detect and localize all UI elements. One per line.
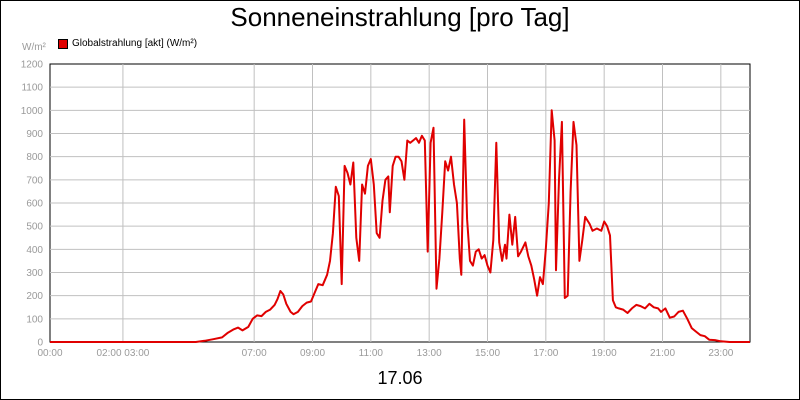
legend: Globalstrahlung [akt] (W/m²) xyxy=(58,38,197,49)
x-axis-label: 17.06 xyxy=(377,368,423,388)
y-tick-label: 0 xyxy=(37,338,43,349)
y-tick-label: 600 xyxy=(26,199,43,210)
x-tick-label: 07:00 xyxy=(242,348,267,359)
x-tick-label: 11:00 xyxy=(359,348,384,359)
x-tick-label: 13:00 xyxy=(417,348,442,359)
x-tick-label: 02:00 03:00 xyxy=(97,348,150,359)
grid-lines xyxy=(50,64,750,342)
y-tick-labels: 0 100 200 300 400 500 600 700 800 900 1000 1100 1200 xyxy=(21,60,44,349)
y-tick-label: 1200 xyxy=(21,60,44,71)
x-tick-label: 23:00 xyxy=(708,348,733,359)
y-tick-label: 700 xyxy=(26,175,43,186)
y-tick-label: 800 xyxy=(26,152,43,163)
y-tick-label: 200 xyxy=(26,291,43,302)
x-tick-label: 00:00 xyxy=(37,348,62,359)
series-lines xyxy=(50,109,750,343)
x-tick-label: 09:00 xyxy=(300,348,325,359)
y-tick-label: 100 xyxy=(26,314,43,325)
y-axis-unit: W/m² xyxy=(22,42,46,53)
y-tick-label: 900 xyxy=(26,129,43,140)
y-tick-label: 1100 xyxy=(21,83,43,94)
x-tick-label: 15:00 xyxy=(475,348,500,359)
y-tick-label: 1000 xyxy=(21,106,44,117)
y-tick-label: 500 xyxy=(26,222,43,233)
legend-label: Globalstrahlung [akt] (W/m²) xyxy=(72,38,198,49)
x-tick-labels: 00:00 02:00 03:00 07:00 09:00 11:00 13:00 15:0… xyxy=(37,348,733,359)
chart-title: Sonneneinstrahlung [pro Tag] xyxy=(230,2,570,32)
x-tick-label: 19:00 xyxy=(592,348,617,359)
series-line-globalstrahlung xyxy=(50,109,750,343)
y-tick-label: 300 xyxy=(26,268,43,279)
legend-swatch xyxy=(58,38,68,49)
x-tick-label: 21:00 xyxy=(650,348,675,359)
x-tick-label: 17:00 xyxy=(533,348,558,359)
y-tick-label: 400 xyxy=(26,245,43,256)
